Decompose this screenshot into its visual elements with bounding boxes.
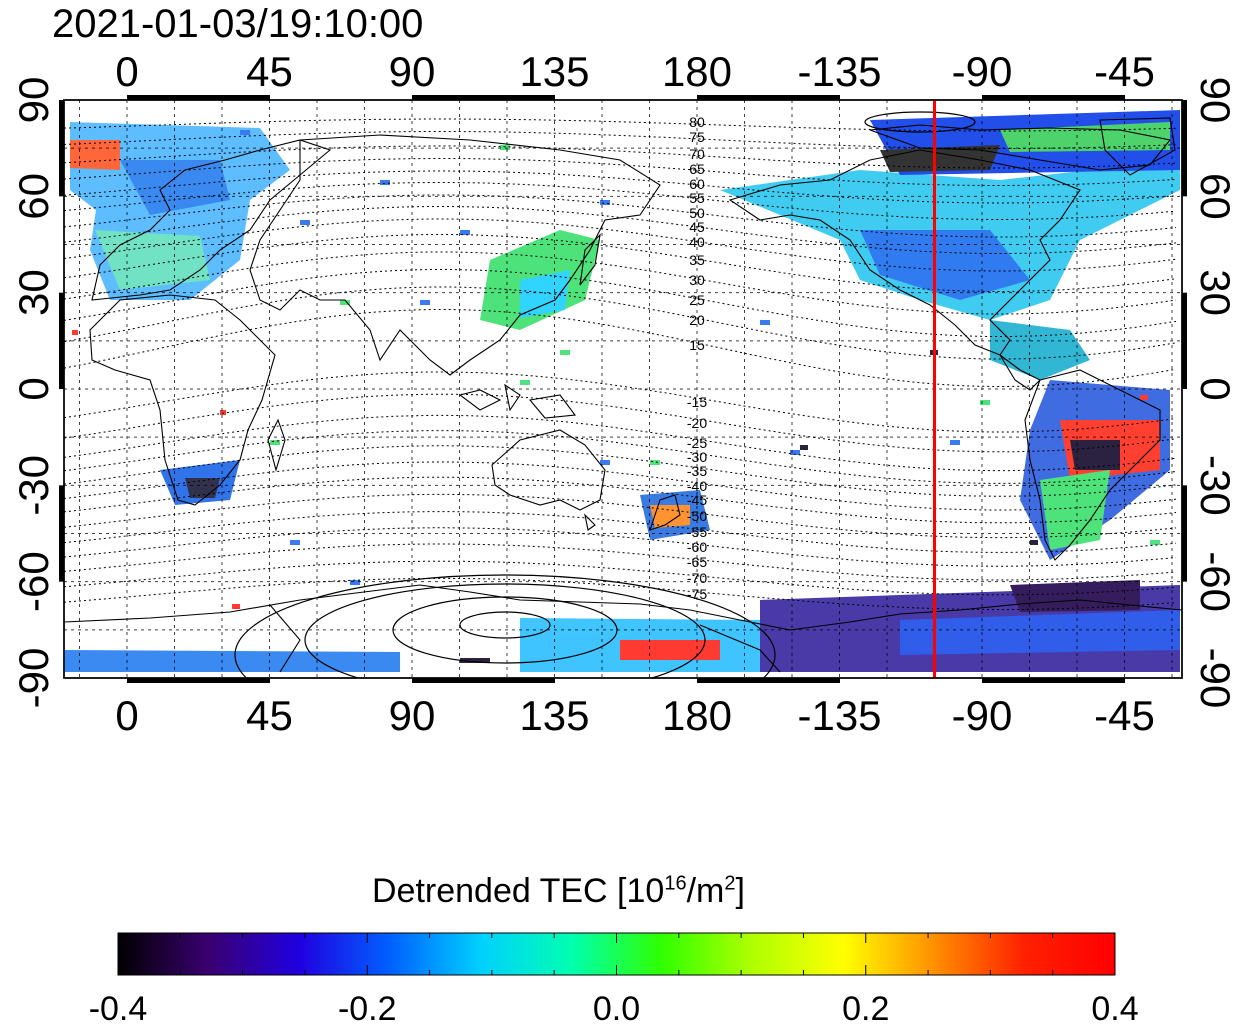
north-contour-label: 65 bbox=[689, 161, 705, 177]
left-lat-label: 60 bbox=[10, 173, 57, 220]
top-lon-labels: 0 45 90 135 180 -135 -90 -45 bbox=[115, 48, 1155, 95]
top-lon-label: 0 bbox=[115, 48, 138, 95]
north-contour-label: 45 bbox=[689, 219, 705, 235]
bottom-lon-label: 180 bbox=[662, 692, 732, 739]
right-lat-label: 30 bbox=[1192, 269, 1239, 316]
south-contour-label: -75 bbox=[687, 586, 707, 602]
left-lat-label: -90 bbox=[10, 648, 57, 709]
right-lat-label: -30 bbox=[1192, 455, 1239, 516]
right-lat-label: 90 bbox=[1192, 77, 1239, 124]
left-lat-label: 0 bbox=[10, 377, 57, 400]
south-contour-label: -60 bbox=[687, 539, 707, 555]
colorbar-ticks bbox=[117, 933, 1116, 975]
north-contour-label: 20 bbox=[689, 312, 705, 328]
top-lon-label: 90 bbox=[389, 48, 436, 95]
map-border bbox=[63, 99, 1183, 679]
top-lon-label: 180 bbox=[662, 48, 732, 95]
right-lat-label: -60 bbox=[1192, 551, 1239, 612]
colorbar-tick-label: -0.4 bbox=[88, 990, 148, 1028]
top-lon-label: 135 bbox=[519, 48, 589, 95]
north-contour-label: 15 bbox=[689, 337, 705, 353]
north-contour-label: 60 bbox=[689, 176, 705, 192]
north-pole-contours bbox=[864, 111, 976, 133]
south-contour-label: -65 bbox=[687, 554, 707, 570]
bottom-lon-label: 90 bbox=[389, 692, 436, 739]
south-contour-label: -35 bbox=[687, 463, 707, 479]
south-contour-label: -45 bbox=[687, 492, 707, 508]
right-lat-label: -90 bbox=[1192, 648, 1239, 709]
map-border-bars bbox=[59, 95, 1187, 683]
top-lon-label: -90 bbox=[952, 48, 1013, 95]
top-lon-label: 45 bbox=[246, 48, 293, 95]
top-lon-label: -45 bbox=[1094, 48, 1155, 95]
top-lon-label: -135 bbox=[797, 48, 881, 95]
right-lat-label: 0 bbox=[1192, 377, 1239, 400]
contour-lines bbox=[64, 118, 1177, 611]
north-contour-label: 55 bbox=[689, 190, 705, 206]
south-contour-label: -30 bbox=[687, 449, 707, 465]
north-contour-label: 80 bbox=[689, 114, 705, 130]
bottom-lon-label: 45 bbox=[246, 692, 293, 739]
south-contour-label: -40 bbox=[687, 478, 707, 494]
bottom-lon-label: 135 bbox=[519, 692, 589, 739]
north-contour-label: 70 bbox=[689, 146, 705, 162]
colorbar-tick-label: 0.0 bbox=[592, 990, 641, 1028]
north-contour-label: 25 bbox=[689, 292, 705, 308]
bottom-lon-label: -135 bbox=[797, 692, 881, 739]
south-contour-label: -50 bbox=[687, 508, 707, 524]
north-contour-label: 35 bbox=[689, 252, 705, 268]
north-contour-label: 75 bbox=[689, 129, 705, 145]
tec-data-layer bbox=[64, 110, 1180, 672]
south-contour-label: -25 bbox=[687, 435, 707, 451]
right-lat-label: 60 bbox=[1192, 173, 1239, 220]
left-lat-label: 30 bbox=[10, 269, 57, 316]
south-contour-labels: -15 -20 -25-30-35-40-45-50-55-60-65-70-75 bbox=[687, 394, 707, 602]
colorbar-title: Detrended TEC [1016/m2] bbox=[372, 872, 745, 910]
coastlines bbox=[64, 117, 1182, 673]
colorbar-tick-label: -0.2 bbox=[337, 990, 397, 1028]
south-contour-label: -70 bbox=[687, 570, 707, 586]
map-grid bbox=[64, 100, 1182, 678]
south-contour-label: -15 bbox=[687, 394, 707, 410]
plot-title: 2021-01-03/19:10:00 bbox=[52, 2, 424, 46]
south-contour-label: -20 bbox=[687, 415, 707, 431]
bottom-lon-labels: 0 45 90 135 180 -135 -90 -45 bbox=[115, 692, 1155, 739]
bottom-lon-label: 0 bbox=[115, 692, 138, 739]
north-contour-label: 40 bbox=[689, 234, 705, 250]
left-lat-labels: 90 60 30 0 -30 -60 -90 bbox=[10, 77, 57, 709]
left-lat-label: 90 bbox=[10, 77, 57, 124]
bottom-lon-label: -45 bbox=[1094, 692, 1155, 739]
bottom-lon-label: -90 bbox=[952, 692, 1013, 739]
north-contour-label: 50 bbox=[689, 205, 705, 221]
right-lat-labels: 90 60 30 0 -30 -60 -90 bbox=[1192, 77, 1239, 709]
left-lat-label: -60 bbox=[10, 551, 57, 612]
colorbar-tick-label: 0.4 bbox=[1091, 990, 1139, 1028]
south-contour-label: -55 bbox=[687, 524, 707, 540]
left-lat-label: -30 bbox=[10, 455, 57, 516]
north-contour-label: 30 bbox=[689, 272, 705, 288]
colorbar-tick-label: 0.2 bbox=[842, 990, 890, 1028]
